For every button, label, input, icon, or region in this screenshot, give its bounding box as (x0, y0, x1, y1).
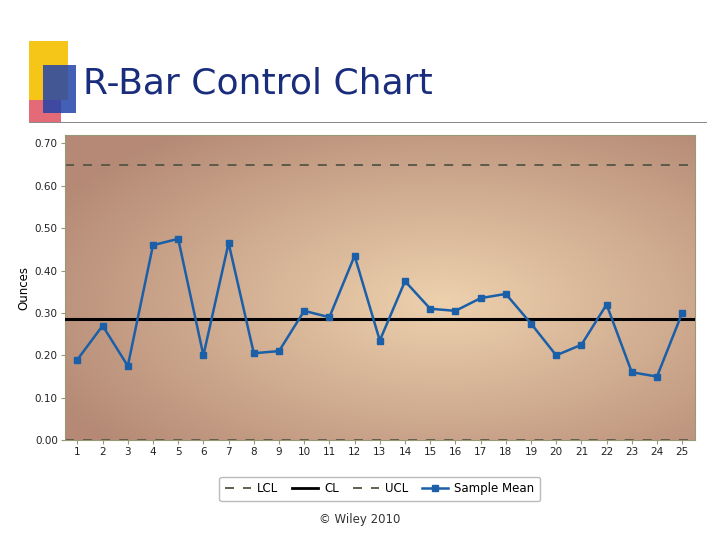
Legend: LCL, CL, UCL, Sample Mean: LCL, CL, UCL, Sample Mean (219, 476, 541, 501)
Text: R-Bar Control Chart: R-Bar Control Chart (83, 67, 433, 100)
Text: © Wiley 2010: © Wiley 2010 (319, 514, 401, 526)
Y-axis label: Ounces: Ounces (18, 266, 31, 309)
